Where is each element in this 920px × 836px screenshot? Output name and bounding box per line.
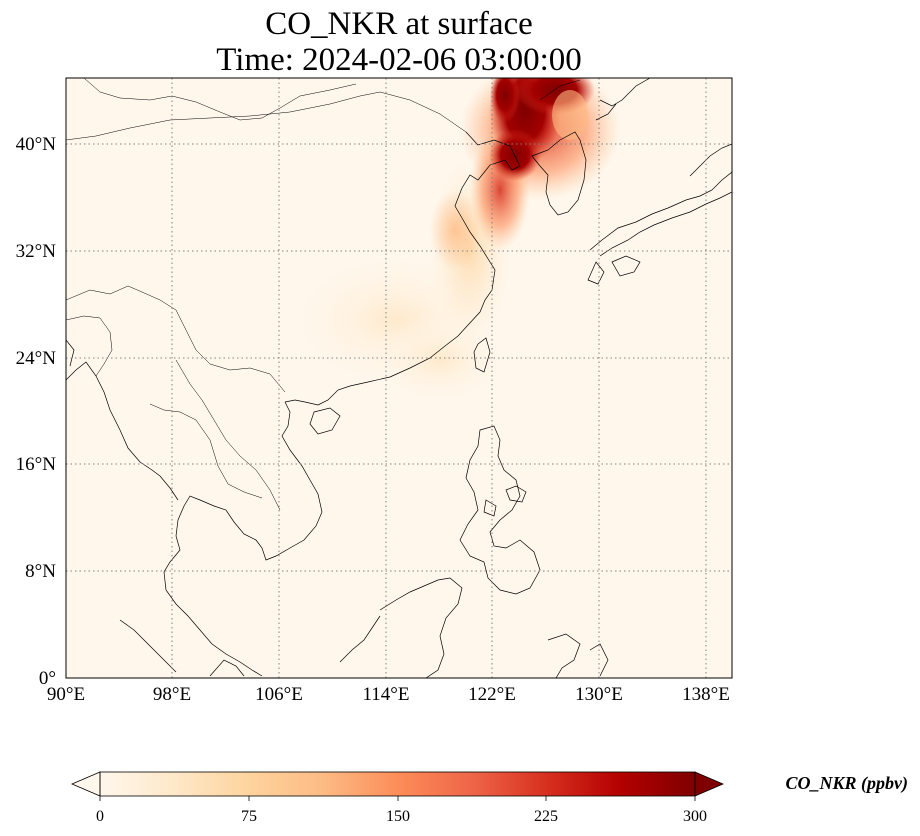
colorbar: 0 75 150 225 300 CO_NKR (ppbv) (70, 771, 909, 825)
lat-tick-label: 24°N (16, 348, 57, 369)
lon-tick-label: 98°E (153, 684, 191, 705)
colorbar-tick-label: 0 (96, 808, 104, 825)
lon-tick-label: 138°E (682, 684, 730, 705)
lon-tick-label: 122°E (468, 684, 516, 705)
colorbar-tick-label: 300 (683, 808, 707, 825)
lon-tick-label: 114°E (363, 684, 410, 705)
colorbar-tick-label: 75 (241, 808, 257, 825)
gridlines (66, 78, 732, 678)
colorbar-tick-label: 225 (534, 808, 558, 825)
lat-tick-label: 16°N (16, 454, 57, 475)
colorbar-label: CO_NKR (ppbv) (786, 773, 909, 794)
map-frame (65, 77, 733, 679)
concentration-field (66, 78, 732, 678)
colorbar-tick-label: 150 (386, 808, 410, 825)
lon-tick-label: 90°E (47, 684, 85, 705)
colorbar-gradient (100, 772, 695, 796)
map-title: CO_NKR at surface (265, 6, 533, 42)
colorbar-max-extend (694, 771, 725, 797)
lon-tick-label: 106°E (255, 684, 303, 705)
lat-tick-label: 40°N (16, 134, 57, 155)
lat-tick-label: 0° (39, 668, 56, 689)
map-time-subtitle: Time: 2024-02-06 03:00:00 (216, 42, 582, 78)
coastlines (66, 78, 732, 678)
colorbar-min-extend (70, 771, 101, 797)
lat-tick-label: 32°N (16, 241, 57, 262)
lat-tick-label: 8°N (25, 561, 56, 582)
lon-tick-label: 130°E (575, 684, 623, 705)
